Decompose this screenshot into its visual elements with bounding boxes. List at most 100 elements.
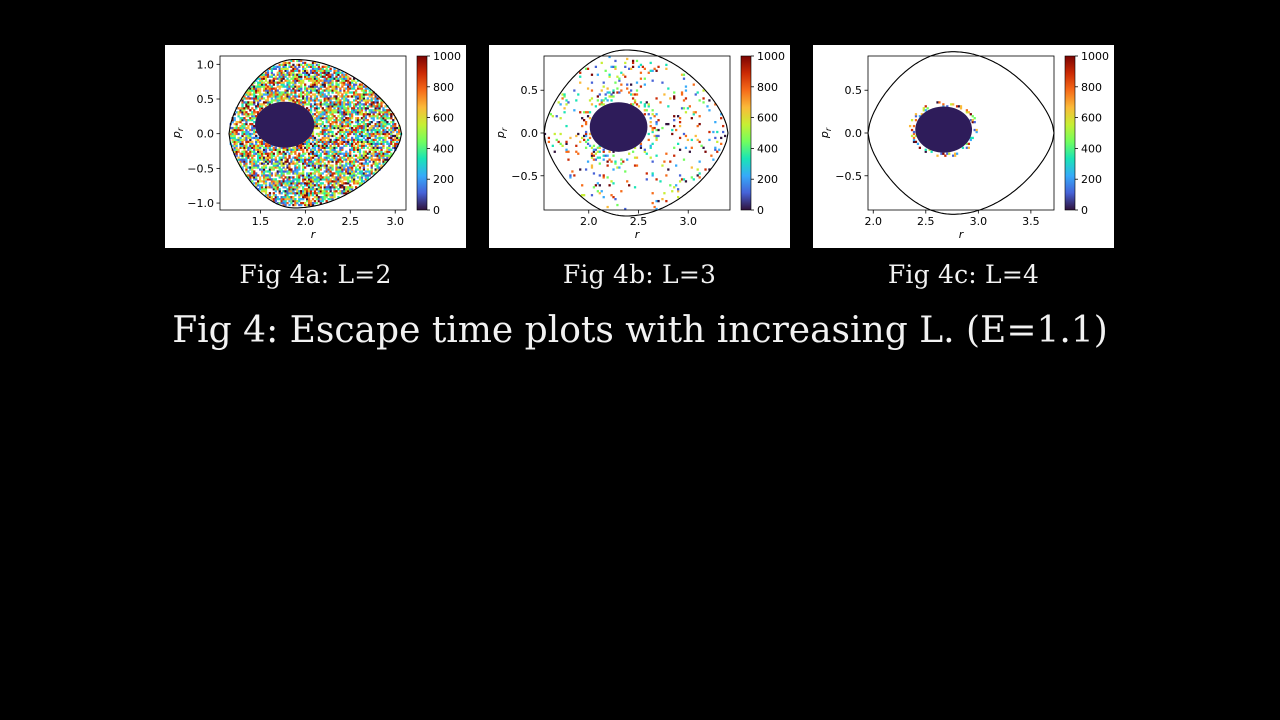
escape-time-cell bbox=[307, 146, 311, 149]
escape-time-cell bbox=[354, 138, 358, 142]
escape-time-cell bbox=[629, 89, 633, 92]
escape-time-cell bbox=[294, 148, 297, 151]
escape-time-cell bbox=[333, 95, 336, 98]
escape-time-cell bbox=[251, 168, 254, 171]
escape-time-cell bbox=[229, 130, 232, 134]
escape-time-cell bbox=[292, 83, 295, 86]
escape-time-cell bbox=[647, 132, 650, 136]
escape-time-cell bbox=[360, 111, 364, 114]
escape-time-cell bbox=[264, 146, 268, 149]
escape-time-cell bbox=[602, 148, 605, 151]
escape-time-cell bbox=[678, 124, 682, 128]
escape-time-cell bbox=[388, 148, 391, 151]
escape-time-cell bbox=[323, 134, 326, 138]
escape-time-cell bbox=[360, 128, 364, 132]
escape-time-cell bbox=[231, 121, 234, 124]
escape-time-cell bbox=[300, 103, 303, 106]
escape-time-cell bbox=[325, 178, 328, 181]
escape-time-cell bbox=[266, 91, 270, 94]
escape-time-cell bbox=[368, 152, 371, 155]
escape-time-cell bbox=[944, 154, 947, 157]
escape-time-cell bbox=[290, 158, 293, 161]
escape-time-cell bbox=[282, 182, 285, 185]
escape-time-cell bbox=[319, 132, 322, 136]
escape-time-cell bbox=[249, 109, 252, 112]
escape-time-cell bbox=[304, 160, 307, 163]
escape-time-cell bbox=[304, 93, 307, 96]
escape-time-cell bbox=[282, 162, 285, 165]
escape-time-cell bbox=[349, 105, 352, 108]
escape-time-cell bbox=[327, 198, 330, 201]
escape-time-cell bbox=[335, 172, 338, 175]
escape-time-cell bbox=[304, 77, 307, 80]
escape-time-cell bbox=[366, 156, 369, 159]
escape-time-cell bbox=[319, 69, 322, 72]
escape-time-cell bbox=[959, 107, 963, 110]
escape-time-cell bbox=[969, 119, 972, 122]
escape-time-cell bbox=[300, 146, 303, 149]
escape-time-cell bbox=[384, 124, 387, 128]
escape-time-cell bbox=[304, 75, 307, 78]
escape-time-cell bbox=[345, 75, 348, 78]
escape-time-cell bbox=[313, 69, 317, 72]
escape-time-cell bbox=[345, 158, 348, 161]
escape-time-cell bbox=[239, 121, 242, 124]
escape-time-cell bbox=[268, 176, 272, 179]
escape-time-cell bbox=[245, 168, 248, 171]
escape-time-cell bbox=[321, 117, 324, 120]
y-axis-label: pr bbox=[494, 127, 509, 139]
escape-time-cell bbox=[300, 194, 303, 197]
escape-time-cell bbox=[366, 97, 369, 100]
escape-time-cell bbox=[321, 160, 324, 163]
escape-time-cell bbox=[366, 128, 369, 132]
escape-time-cell bbox=[317, 63, 321, 67]
escape-time-cell bbox=[698, 172, 701, 175]
escape-time-cell bbox=[370, 166, 373, 169]
escape-time-cell bbox=[319, 148, 322, 151]
escape-time-cell bbox=[384, 113, 387, 116]
escape-time-cell bbox=[331, 158, 334, 161]
escape-time-cell bbox=[341, 192, 344, 195]
escape-time-cell bbox=[241, 101, 244, 104]
escape-time-cell bbox=[262, 89, 266, 92]
escape-time-cell bbox=[912, 124, 916, 128]
escape-time-cell bbox=[327, 184, 330, 187]
escape-time-cell bbox=[349, 83, 352, 86]
escape-time-cell bbox=[584, 140, 588, 144]
escape-time-cell bbox=[292, 182, 295, 185]
escape-time-cell bbox=[327, 168, 330, 171]
escape-time-cell bbox=[264, 83, 268, 86]
escape-time-cell bbox=[680, 107, 684, 110]
escape-time-cell bbox=[329, 109, 332, 112]
escape-time-cell bbox=[598, 103, 601, 106]
escape-time-cell bbox=[262, 150, 266, 153]
escape-time-cell bbox=[292, 71, 295, 74]
escape-time-cell bbox=[266, 93, 270, 96]
escape-time-cell bbox=[317, 180, 321, 183]
escape-time-cell bbox=[333, 178, 336, 181]
escape-time-cell bbox=[253, 146, 256, 149]
escape-time-cell bbox=[249, 176, 252, 179]
escape-time-cell bbox=[351, 107, 354, 110]
escape-time-cell bbox=[325, 168, 328, 171]
escape-time-cell bbox=[339, 146, 342, 149]
escape-time-cell bbox=[237, 150, 240, 153]
escape-time-cell bbox=[257, 156, 260, 159]
escape-time-cell bbox=[378, 124, 381, 128]
escape-time-cell bbox=[714, 103, 717, 106]
escape-time-cell bbox=[622, 160, 625, 163]
escape-time-cell bbox=[245, 121, 248, 124]
escape-time-cell bbox=[264, 150, 268, 153]
escape-time-cell bbox=[612, 91, 615, 94]
escape-time-cell bbox=[374, 93, 377, 96]
y-tick-label: 0.0 bbox=[521, 127, 539, 140]
escape-time-cell bbox=[339, 87, 342, 90]
escape-time-cell bbox=[317, 164, 321, 167]
escape-time-cell bbox=[259, 81, 262, 84]
caption-4a: Fig 4a: L=2 bbox=[239, 260, 392, 289]
escape-time-cell bbox=[241, 128, 244, 132]
escape-time-cell bbox=[386, 154, 389, 157]
escape-time-cell bbox=[331, 142, 334, 145]
escape-time-cell bbox=[376, 122, 379, 126]
escape-time-cell bbox=[284, 79, 287, 82]
